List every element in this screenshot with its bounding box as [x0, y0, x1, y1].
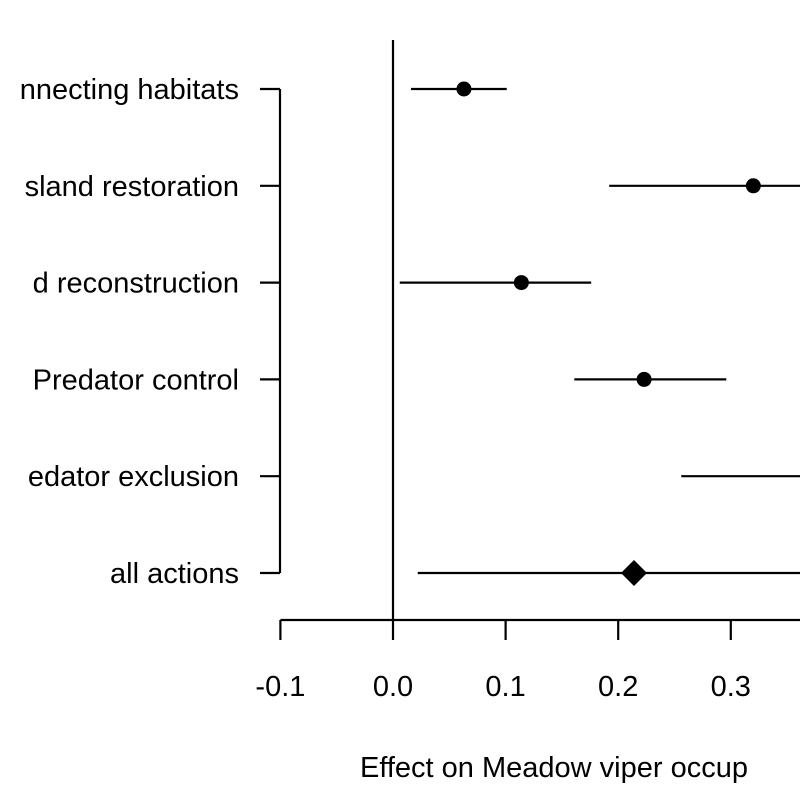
x-axis-tick-labels: -0.1 0.0 0.1 0.2 0.3	[255, 671, 751, 703]
category-label: nnecting habitats	[20, 74, 239, 106]
category-label: Predator control	[33, 364, 239, 396]
category-label: all actions	[110, 558, 239, 590]
x-tick-label: 0.1	[485, 671, 525, 703]
x-axis-title: Effect on Meadow viper occup	[360, 752, 748, 784]
category-label: d reconstruction	[33, 268, 239, 300]
y-axis-ticks	[260, 87, 280, 575]
point-estimate	[456, 81, 472, 97]
point-estimate	[513, 275, 529, 291]
point-estimates	[456, 81, 761, 586]
category-label: sland restoration	[25, 171, 239, 203]
summary-diamond	[620, 560, 647, 586]
confidence-intervals	[399, 87, 800, 575]
point-estimate	[745, 178, 761, 194]
x-tick-label: 0.3	[711, 671, 751, 703]
x-tick-label: 0.0	[373, 671, 413, 703]
x-tick-label: 0.2	[598, 671, 638, 703]
x-tick-label: -0.1	[255, 671, 305, 703]
point-estimate	[636, 371, 652, 387]
category-labels: nnecting habitats sland restoration d reco…	[20, 74, 239, 590]
category-label: edator exclusion	[28, 461, 239, 493]
x-axis-ticks	[279, 620, 732, 640]
